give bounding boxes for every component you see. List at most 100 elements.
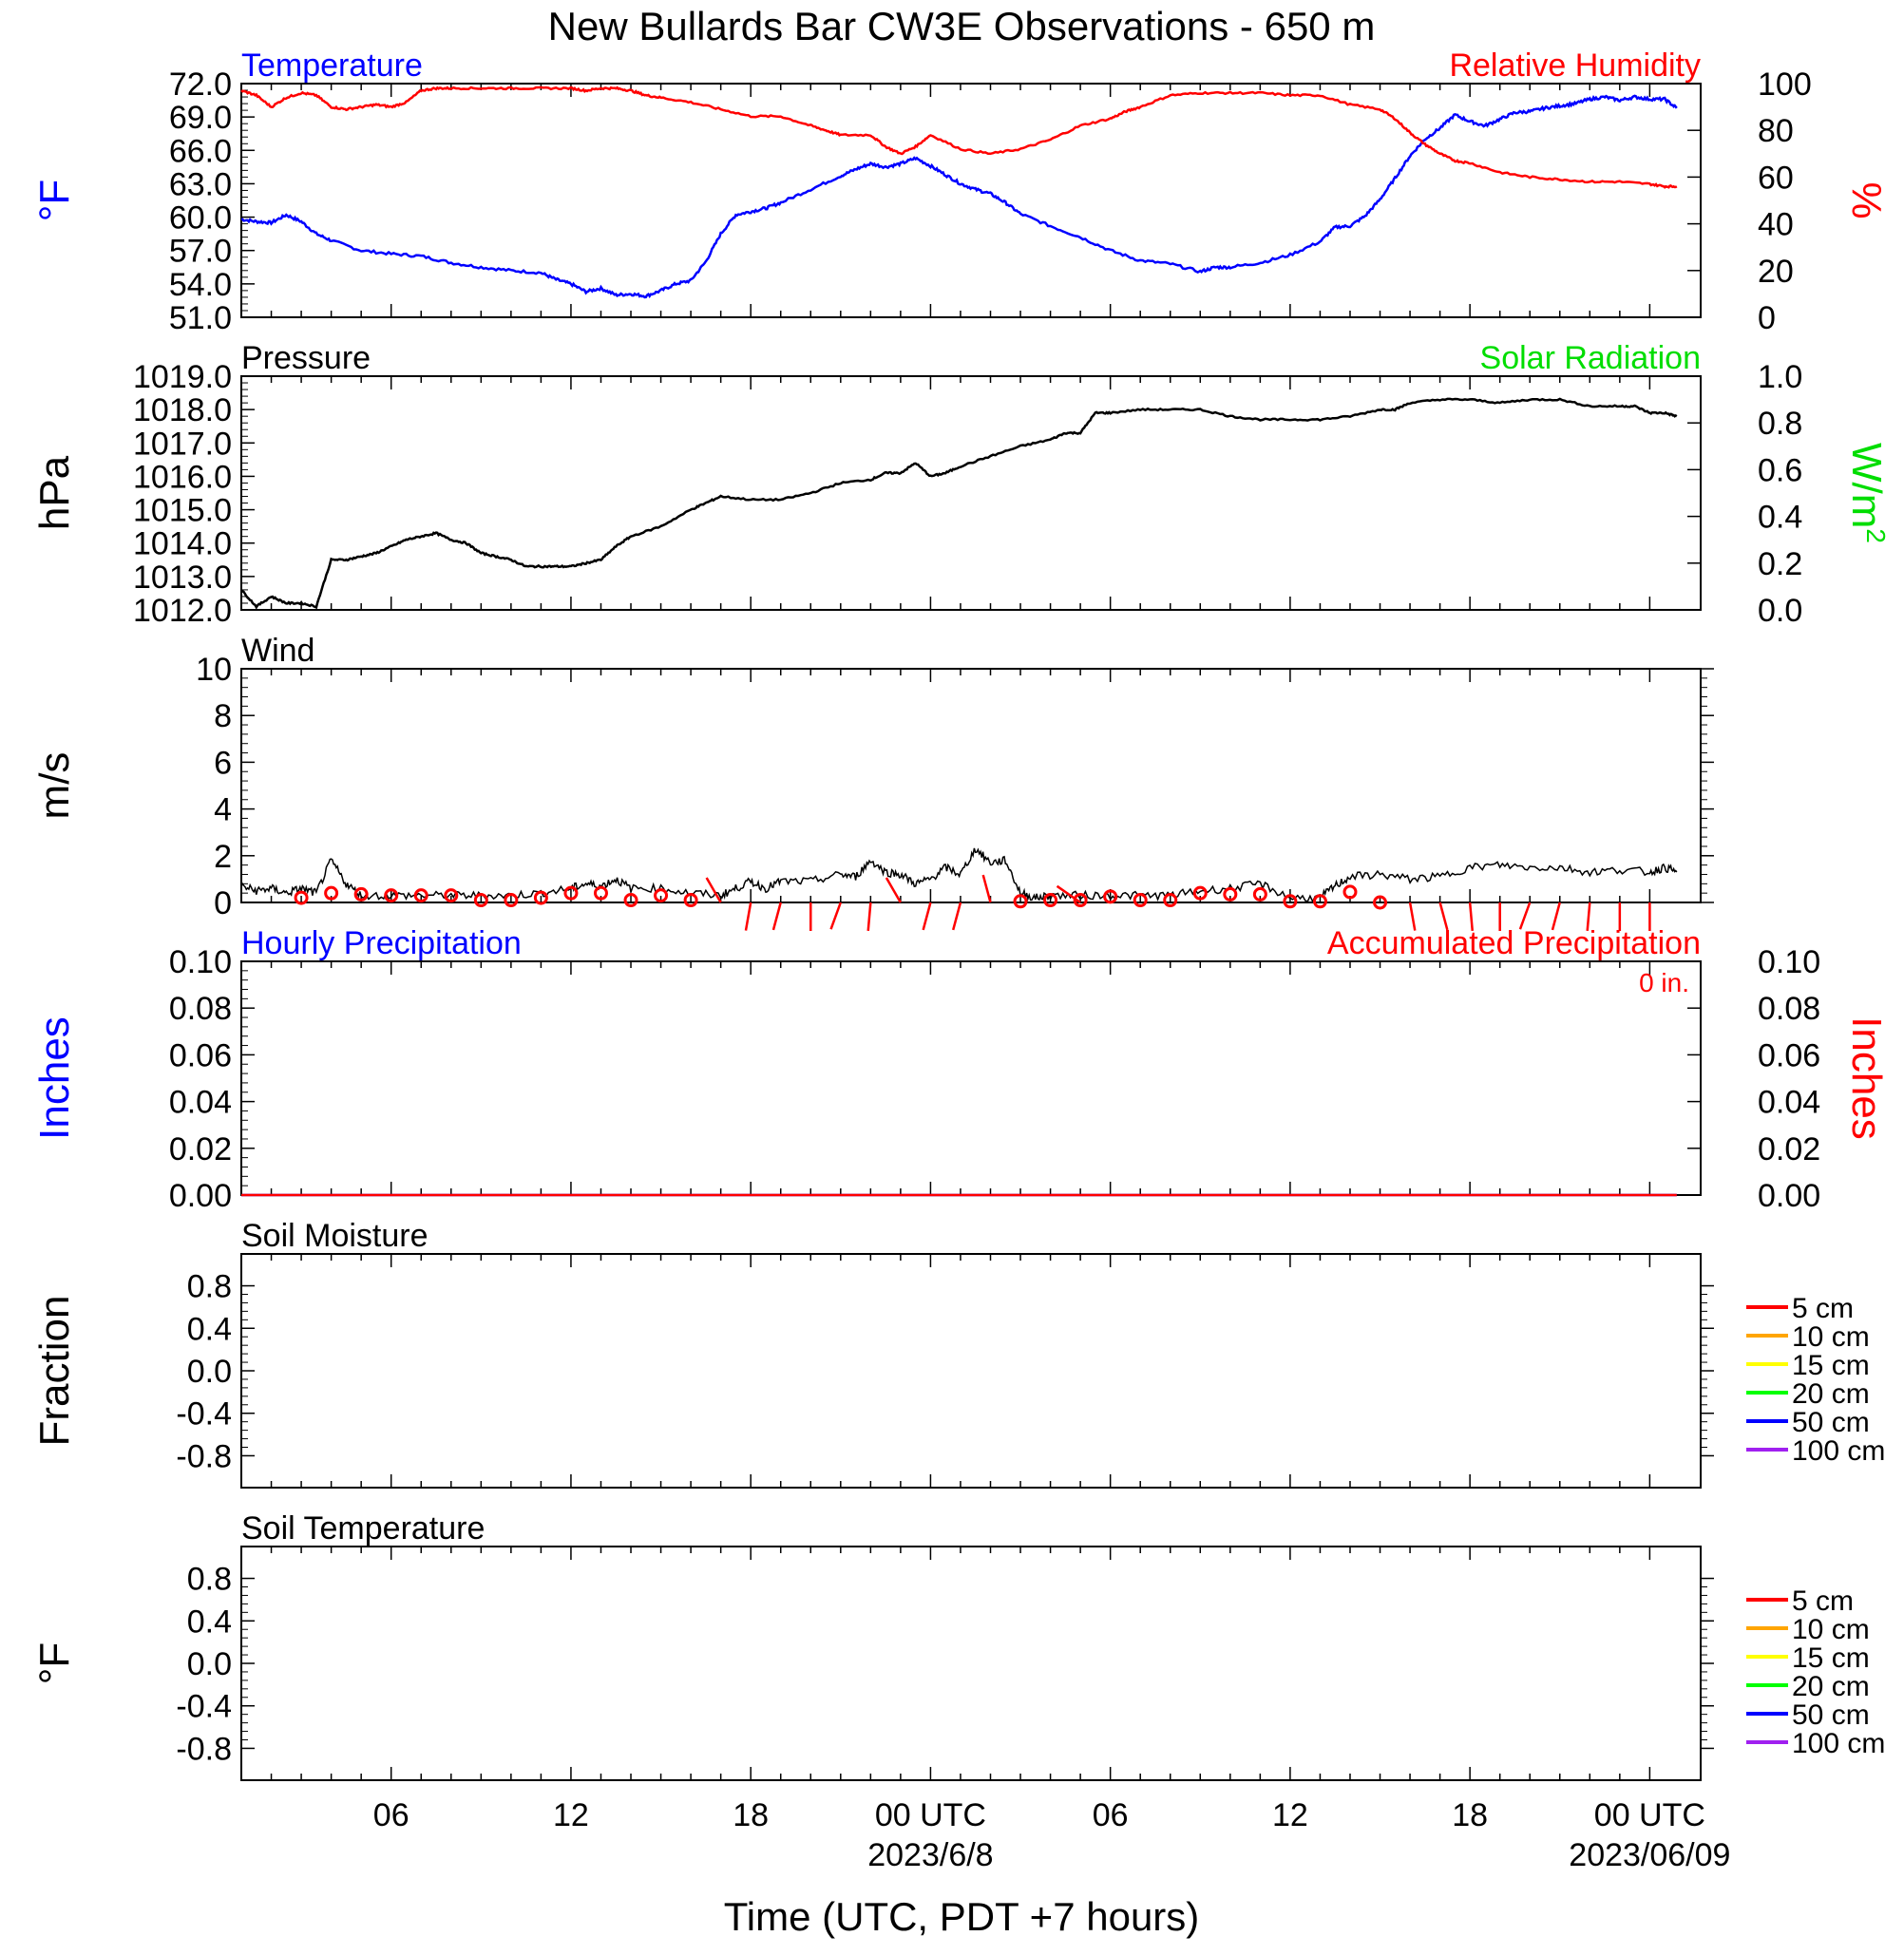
- y-axis-label-right: Inches: [1843, 1016, 1890, 1140]
- wind-barb: [1438, 902, 1449, 931]
- y-tick-label-left: 0.06: [169, 1037, 232, 1073]
- y-tick-label-left: 8: [214, 698, 232, 734]
- wind-barb: [866, 902, 872, 931]
- y-tick-label-left: -0.8: [176, 1731, 232, 1767]
- y-tick-label-left: 0: [214, 885, 232, 921]
- x-axis-label: Time (UTC, PDT +7 hours): [724, 1894, 1200, 1939]
- x-tick-label: 18: [1452, 1797, 1488, 1833]
- series-temperature: [241, 94, 1678, 299]
- y-tick-label-left: 2: [214, 839, 232, 875]
- y-tick-label-right: 0: [1758, 300, 1776, 336]
- calm-wind-marker: [1252, 886, 1267, 902]
- wind-barb: [922, 902, 932, 931]
- y-tick-label-left: 69.0: [169, 100, 232, 136]
- y-tick-label-right: 60: [1758, 160, 1794, 196]
- wind-barb: [981, 874, 992, 903]
- calm-wind-marker: [593, 885, 608, 901]
- series-pressure: [240, 397, 1678, 610]
- y-tick-label-left: 72.0: [169, 66, 232, 103]
- series-relative-humidity: [240, 85, 1678, 189]
- calm-wind-marker: [473, 893, 488, 908]
- y-tick-label-right: 40: [1758, 207, 1794, 243]
- y-tick-label-left: 0.4: [187, 1311, 232, 1347]
- y-tick-label-left: 1018.0: [133, 392, 232, 428]
- plot-frame: [240, 83, 1702, 318]
- panel-title-left: Hourly Precipitation: [241, 925, 522, 961]
- calm-wind-marker: [294, 890, 309, 905]
- y-tick-label-right: 1.0: [1758, 359, 1802, 395]
- calm-wind-marker: [504, 893, 519, 908]
- y-tick-label-right: 100: [1758, 66, 1812, 103]
- wind-barb: [1468, 902, 1475, 931]
- legend-label: 20 cm: [1792, 1671, 1870, 1702]
- legend-label: 15 cm: [1792, 1350, 1870, 1381]
- calm-wind-marker: [1013, 894, 1028, 909]
- y-tick-label-left: -0.4: [176, 1396, 232, 1433]
- panel-title-left: Soil Temperature: [241, 1510, 485, 1547]
- y-tick-label-left: 0.08: [169, 991, 232, 1027]
- y-tick-label-left: 54.0: [169, 267, 232, 303]
- y-tick-label-left: 1019.0: [133, 359, 232, 395]
- calm-wind-marker: [623, 893, 638, 908]
- x-date-label: 2023/6/8: [867, 1837, 993, 1873]
- panel-pressure: 1019.01018.01017.01016.01015.01014.01013…: [31, 340, 1892, 629]
- x-tick-label: 06: [373, 1797, 409, 1833]
- y-tick-label-left: 60.0: [169, 200, 232, 237]
- y-tick-label-right: 0.0: [1758, 593, 1802, 629]
- panel-title-left: Wind: [241, 633, 314, 669]
- y-tick-label-left: 0.8: [187, 1269, 232, 1305]
- y-tick-label-left: 1015.0: [133, 493, 232, 529]
- y-axis-label-left: °F: [31, 1642, 78, 1684]
- y-tick-label-left: 0.8: [187, 1562, 232, 1598]
- y-tick-label-right: 20: [1758, 254, 1794, 290]
- y-tick-label-right: 0.8: [1758, 406, 1802, 442]
- y-tick-label-right: 80: [1758, 113, 1794, 149]
- y-tick-label-left: 66.0: [169, 133, 232, 169]
- calm-wind-marker: [654, 888, 669, 903]
- calm-wind-marker: [413, 888, 428, 903]
- y-tick-label-left: 0.10: [169, 944, 232, 980]
- x-tick-label: 00 UTC: [875, 1797, 986, 1833]
- legend-label: 50 cm: [1792, 1407, 1870, 1438]
- wind-barb: [885, 877, 902, 903]
- legend-label: 50 cm: [1792, 1699, 1870, 1731]
- panels: 72.069.066.063.060.057.054.051.010080604…: [31, 47, 1892, 1873]
- calm-wind-marker: [563, 885, 579, 901]
- panel-title-left: Pressure: [241, 340, 371, 376]
- y-axis-label-right: %: [1843, 181, 1890, 218]
- wind-barb: [1586, 902, 1591, 931]
- panel-soil-moisture: 0.8 0.4 0.0 -0.4 -0.8 Soil Moisture Fraction 5 …: [31, 1218, 1885, 1489]
- panel-title-left: Soil Moisture: [241, 1218, 428, 1254]
- calm-wind-marker: [533, 890, 548, 905]
- calm-wind-marker: [1373, 895, 1388, 910]
- plot-frame: [240, 960, 1702, 1196]
- y-tick-label-right: 0.6: [1758, 452, 1802, 488]
- y-tick-label-right: 0.02: [1758, 1131, 1820, 1167]
- y-tick-label-right: 0.10: [1758, 944, 1820, 980]
- y-tick-label-left: 10: [196, 652, 232, 688]
- calm-wind-marker: [1192, 885, 1208, 901]
- calm-wind-marker: [353, 886, 369, 902]
- panel-title-right: Accumulated Precipitation: [1327, 925, 1701, 961]
- y-tick-label-left: 0.02: [169, 1131, 232, 1167]
- panel-title-right: Solar Radiation: [1480, 340, 1701, 376]
- y-tick-label-left: 4: [214, 792, 232, 828]
- wind-barb: [829, 902, 842, 930]
- calm-wind-marker: [1283, 894, 1298, 909]
- y-tick-label-left: 0.0: [187, 1354, 232, 1390]
- y-tick-label-left: -0.8: [176, 1438, 232, 1474]
- panel-temperature-humidity: 72.069.066.063.060.057.054.051.0 100 80 60 4…: [31, 47, 1890, 336]
- calm-wind-marker: [1043, 893, 1058, 908]
- legend-label: 10 cm: [1792, 1321, 1870, 1353]
- panel-title-left: Temperature: [241, 47, 423, 84]
- plot-frame: [240, 375, 1702, 611]
- y-tick-label-left: 1014.0: [133, 526, 232, 562]
- y-axis-label-right: W/m2: [1843, 443, 1892, 543]
- y-axis-label-left: m/s: [31, 752, 78, 820]
- x-tick-label: 06: [1093, 1797, 1129, 1833]
- plot-frame: [240, 668, 1702, 903]
- panel-wind: 10 8 6 4 2 0 Wind m/s: [31, 633, 1714, 931]
- x-tick-label: 12: [553, 1797, 589, 1833]
- panel-title-right: Relative Humidity: [1449, 47, 1701, 84]
